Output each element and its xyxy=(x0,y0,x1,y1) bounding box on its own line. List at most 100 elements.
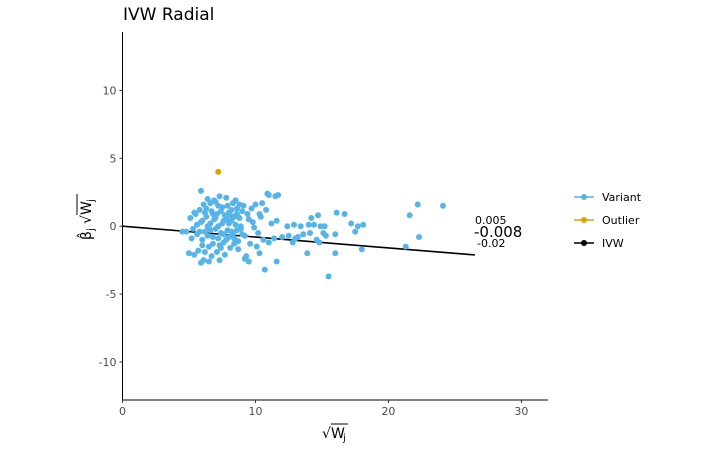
variant-point[interactable] xyxy=(348,220,355,227)
variant-point[interactable] xyxy=(199,217,206,224)
variant-point[interactable] xyxy=(215,235,222,242)
variant-point[interactable] xyxy=(307,230,313,236)
variant-point[interactable] xyxy=(416,234,422,240)
variant-point[interactable] xyxy=(227,244,234,251)
variant-point[interactable] xyxy=(295,234,301,240)
variant-point[interactable] xyxy=(213,249,220,255)
variant-point[interactable] xyxy=(316,239,323,246)
variant-point[interactable] xyxy=(183,228,190,235)
variant-point[interactable] xyxy=(311,221,317,228)
variant-point[interactable] xyxy=(188,235,195,242)
variant-point[interactable] xyxy=(245,216,252,223)
variant-point[interactable] xyxy=(275,192,282,198)
variant-point[interactable] xyxy=(252,201,259,208)
variant-point[interactable] xyxy=(221,251,228,258)
variant-point[interactable] xyxy=(268,220,275,227)
variant-point[interactable] xyxy=(216,193,223,200)
variant-point[interactable] xyxy=(333,209,340,216)
variant-point[interactable] xyxy=(285,232,292,239)
variant-point[interactable] xyxy=(208,253,215,260)
variant-point[interactable] xyxy=(209,240,216,247)
variant-point[interactable] xyxy=(251,224,258,231)
variant-point[interactable] xyxy=(205,258,212,265)
variant-point[interactable] xyxy=(204,232,211,239)
variant-point[interactable] xyxy=(297,223,304,230)
variant-point[interactable] xyxy=(196,228,203,235)
variant-point[interactable] xyxy=(305,221,312,228)
variant-point[interactable] xyxy=(228,206,235,213)
variant-point[interactable] xyxy=(315,212,321,219)
variant-point[interactable] xyxy=(360,221,367,228)
variant-point[interactable] xyxy=(402,243,409,250)
legend-item-outlier[interactable]: Outlier xyxy=(574,214,640,227)
variant-point[interactable] xyxy=(237,223,244,230)
variant-point[interactable] xyxy=(325,273,332,280)
variant-point[interactable] xyxy=(414,201,421,208)
variant-point[interactable] xyxy=(232,197,239,204)
variant-point[interactable] xyxy=(320,230,327,236)
variant-point[interactable] xyxy=(187,215,194,221)
variant-point[interactable] xyxy=(245,258,252,265)
variant-point[interactable] xyxy=(440,202,446,209)
variant-point[interactable] xyxy=(198,187,204,194)
variant-point[interactable] xyxy=(217,244,224,251)
variant-point[interactable] xyxy=(217,208,224,215)
variant-point[interactable] xyxy=(271,235,278,242)
variant-point[interactable] xyxy=(199,236,206,243)
variant-point[interactable] xyxy=(220,231,227,238)
variant-point[interactable] xyxy=(317,223,324,230)
variant-point[interactable] xyxy=(191,251,198,258)
variant-point[interactable] xyxy=(352,228,359,235)
variant-point[interactable] xyxy=(260,236,267,243)
variant-point[interactable] xyxy=(190,225,196,232)
variant-point[interactable] xyxy=(273,258,280,265)
variant-point[interactable] xyxy=(228,228,235,235)
variant-point[interactable] xyxy=(223,194,230,201)
variant-point[interactable] xyxy=(264,190,271,197)
variant-point[interactable] xyxy=(195,247,202,254)
variant-point[interactable] xyxy=(332,231,339,238)
variant-point[interactable] xyxy=(191,209,198,216)
variant-point[interactable] xyxy=(194,221,200,228)
variant-point[interactable] xyxy=(289,239,296,246)
variant-point[interactable] xyxy=(232,221,239,228)
variant-point[interactable] xyxy=(198,259,204,266)
variant-point[interactable] xyxy=(304,250,311,257)
variant-point[interactable] xyxy=(236,201,243,208)
variant-point[interactable] xyxy=(216,257,223,264)
variant-point[interactable] xyxy=(354,223,361,230)
variant-point[interactable] xyxy=(199,242,206,249)
variant-point[interactable] xyxy=(358,246,365,253)
variant-point[interactable] xyxy=(308,215,315,221)
variant-point[interactable] xyxy=(207,227,214,234)
outlier-point[interactable] xyxy=(215,168,222,175)
variant-point[interactable] xyxy=(239,208,246,215)
variant-point[interactable] xyxy=(207,200,214,207)
variant-point[interactable] xyxy=(201,249,208,255)
variant-point[interactable] xyxy=(341,211,348,217)
variant-point[interactable] xyxy=(300,231,307,238)
variant-point[interactable] xyxy=(273,217,280,224)
variant-point[interactable] xyxy=(209,234,216,240)
legend-item-ivw[interactable]: IVW xyxy=(574,237,624,250)
variant-point[interactable] xyxy=(196,206,203,213)
variant-point[interactable] xyxy=(256,211,263,217)
variant-point[interactable] xyxy=(209,211,216,217)
variant-point[interactable] xyxy=(231,240,238,247)
variant-point[interactable] xyxy=(224,202,231,209)
variant-point[interactable] xyxy=(215,202,222,209)
variant-point[interactable] xyxy=(284,223,291,230)
variant-point[interactable] xyxy=(247,240,254,247)
variant-point[interactable] xyxy=(186,250,192,257)
variant-point[interactable] xyxy=(201,209,208,216)
variant-point[interactable] xyxy=(233,227,240,234)
variant-point[interactable] xyxy=(212,225,219,232)
variant-point[interactable] xyxy=(332,250,339,257)
variant-point[interactable] xyxy=(255,230,262,236)
variant-point[interactable] xyxy=(261,266,268,273)
variant-point[interactable] xyxy=(291,221,297,228)
variant-point[interactable] xyxy=(279,234,286,240)
variant-point[interactable] xyxy=(265,239,272,246)
variant-point[interactable] xyxy=(223,216,230,223)
variant-point[interactable] xyxy=(253,243,260,250)
